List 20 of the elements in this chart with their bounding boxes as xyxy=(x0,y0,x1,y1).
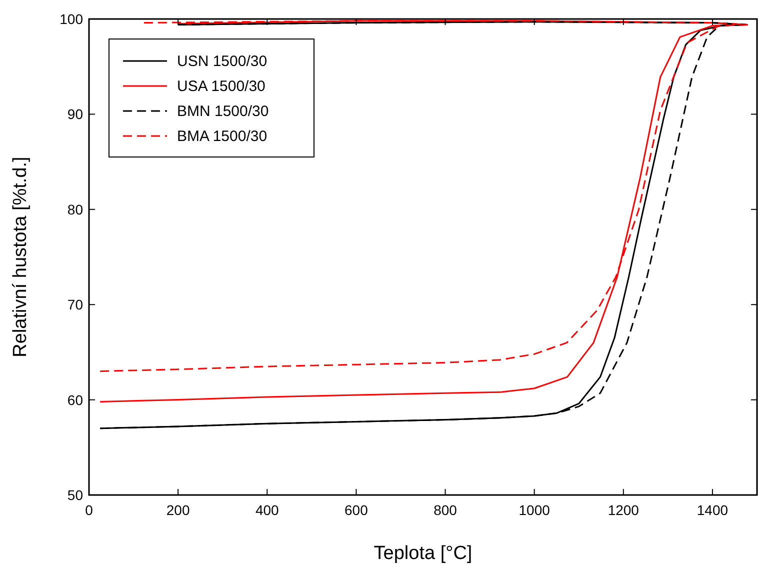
y-tick-label: 80 xyxy=(67,201,84,218)
legend-label: BMA 1500/30 xyxy=(177,128,268,145)
x-tick-label: 600 xyxy=(344,502,368,518)
x-tick-label: 200 xyxy=(166,502,190,518)
y-tick-label: 90 xyxy=(67,106,84,122)
y-tick-label: 100 xyxy=(60,11,84,27)
x-axis-title: Teplota [°C] xyxy=(374,543,472,564)
x-tick-label: 1200 xyxy=(608,502,640,518)
legend-label: USA 1500/30 xyxy=(177,78,266,95)
y-tick-label: 70 xyxy=(67,296,84,313)
x-tick-label: 1400 xyxy=(696,502,728,518)
legend-label: USN 1500/30 xyxy=(177,53,268,70)
x-tick-label: 800 xyxy=(434,502,458,518)
x-tick-label: 0 xyxy=(85,502,94,518)
y-tick-label: 60 xyxy=(67,392,84,408)
legend-label: BMN 1500/30 xyxy=(177,103,269,120)
x-tick-label: 1000 xyxy=(518,502,550,518)
y-axis-title: Relativní hustota [%t.d.] xyxy=(10,156,31,358)
y-tick-label: 50 xyxy=(67,487,84,503)
x-tick-label: 400 xyxy=(255,502,280,518)
